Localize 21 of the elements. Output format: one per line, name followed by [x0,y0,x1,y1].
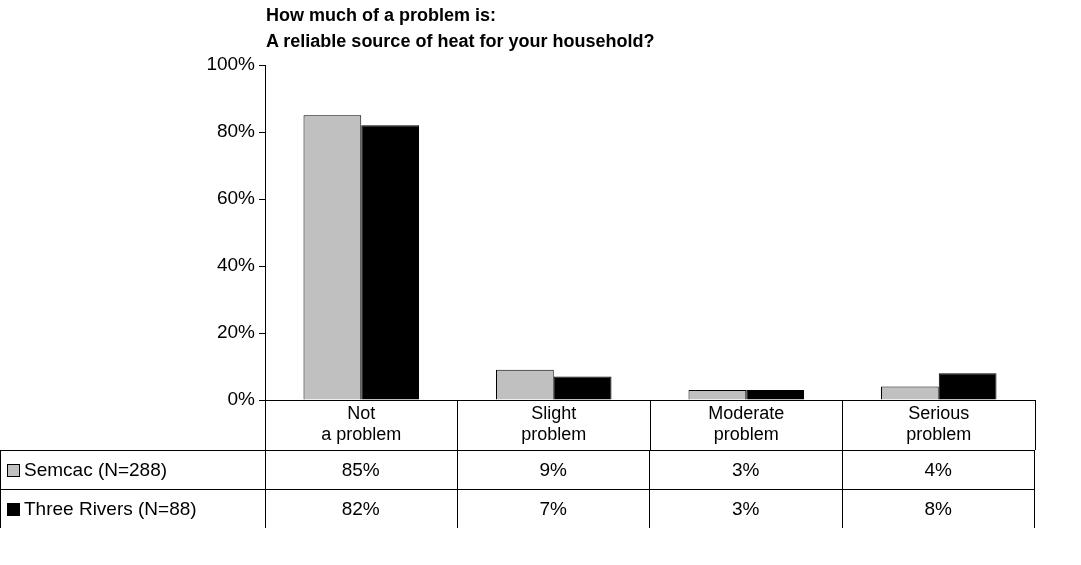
data-label: 82% [265,489,458,528]
data-label: 4% [842,450,1035,489]
y-tick-label: 100% [206,53,256,75]
data-label: 8% [842,489,1035,528]
legend-label: Three Rivers (N=88) [24,498,197,520]
y-tick-label: 20% [216,321,256,343]
data-label: 3% [650,450,843,489]
x-tick-label: Slight problem [521,402,587,445]
x-tick-label: Not a problem [321,402,402,445]
y-tick-label: 60% [216,187,256,209]
y-tick-label: 0% [227,388,256,410]
legend-label: Semcac (N=288) [24,459,168,481]
chart-title: How much of a problem is: A reliable source of heat for your household? [266,4,655,53]
x-tick-label: Moderate problem [708,402,785,445]
y-tick-label: 40% [216,254,256,276]
data-label: 85% [265,450,458,489]
y-tick-label: 80% [216,120,256,142]
data-label: 7% [457,489,650,528]
data-label: 9% [457,450,650,489]
data-label: 3% [650,489,843,528]
x-tick-label: Serious problem [906,402,972,445]
